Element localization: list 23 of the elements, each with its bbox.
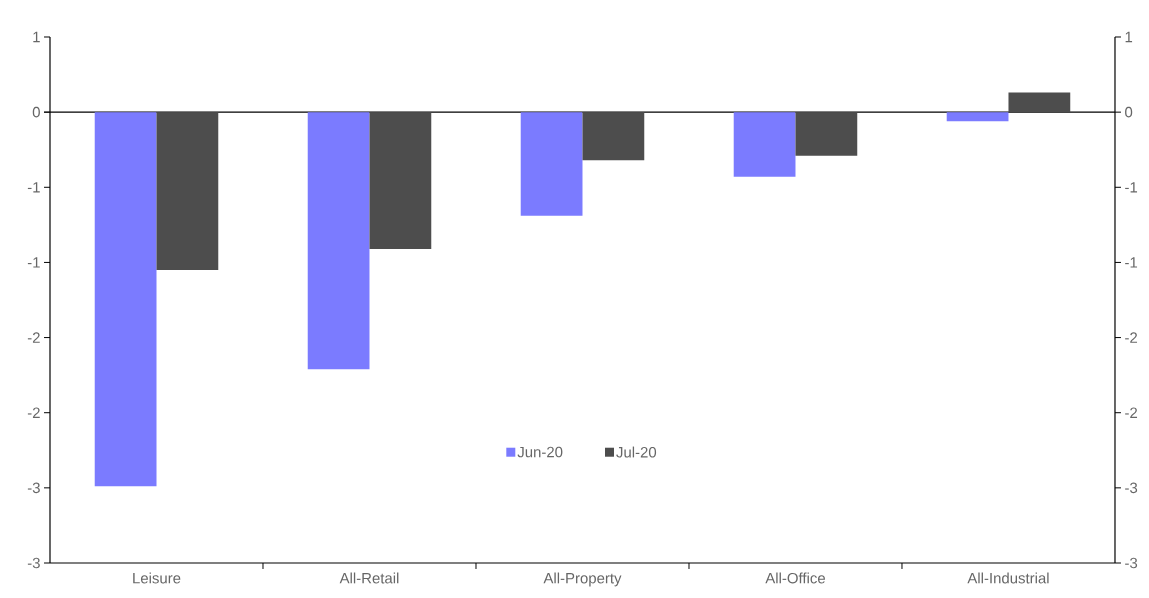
x-tick-label: Leisure [133, 572, 181, 584]
y2-tick-label: 0 [1125, 106, 1133, 118]
legend-label: Jul-20 [616, 446, 657, 458]
y-tick-label: 1 [33, 31, 40, 43]
y-tick-label: -3 [27, 557, 40, 569]
y-tick-label: -3 [27, 482, 40, 494]
x-tick-label: All-Office [765, 572, 825, 584]
y2-tick-label: -3 [1125, 482, 1138, 494]
y2-tick-label: -2 [1125, 407, 1138, 418]
y2-tick-label: -3 [1125, 557, 1138, 569]
y-tick-label: 0 [32, 106, 40, 118]
legend-label: Jun-20 [517, 446, 563, 458]
y2-tick-label: -1 [1125, 182, 1138, 193]
y-tick-label: -1 [27, 257, 40, 268]
y-tick-label: -1 [27, 182, 40, 193]
x-tick-label: All-Property [543, 572, 622, 587]
y-tick-label: -2 [27, 407, 40, 418]
y-tick-label: -2 [27, 332, 40, 343]
y2-tick-label: -2 [1125, 332, 1138, 343]
y2-tick-label: -1 [1125, 257, 1138, 268]
x-tick-label: All-Retail [339, 572, 399, 584]
x-tick-label: All-Industrial [967, 572, 1049, 584]
y2-tick-label: 1 [1125, 31, 1133, 43]
